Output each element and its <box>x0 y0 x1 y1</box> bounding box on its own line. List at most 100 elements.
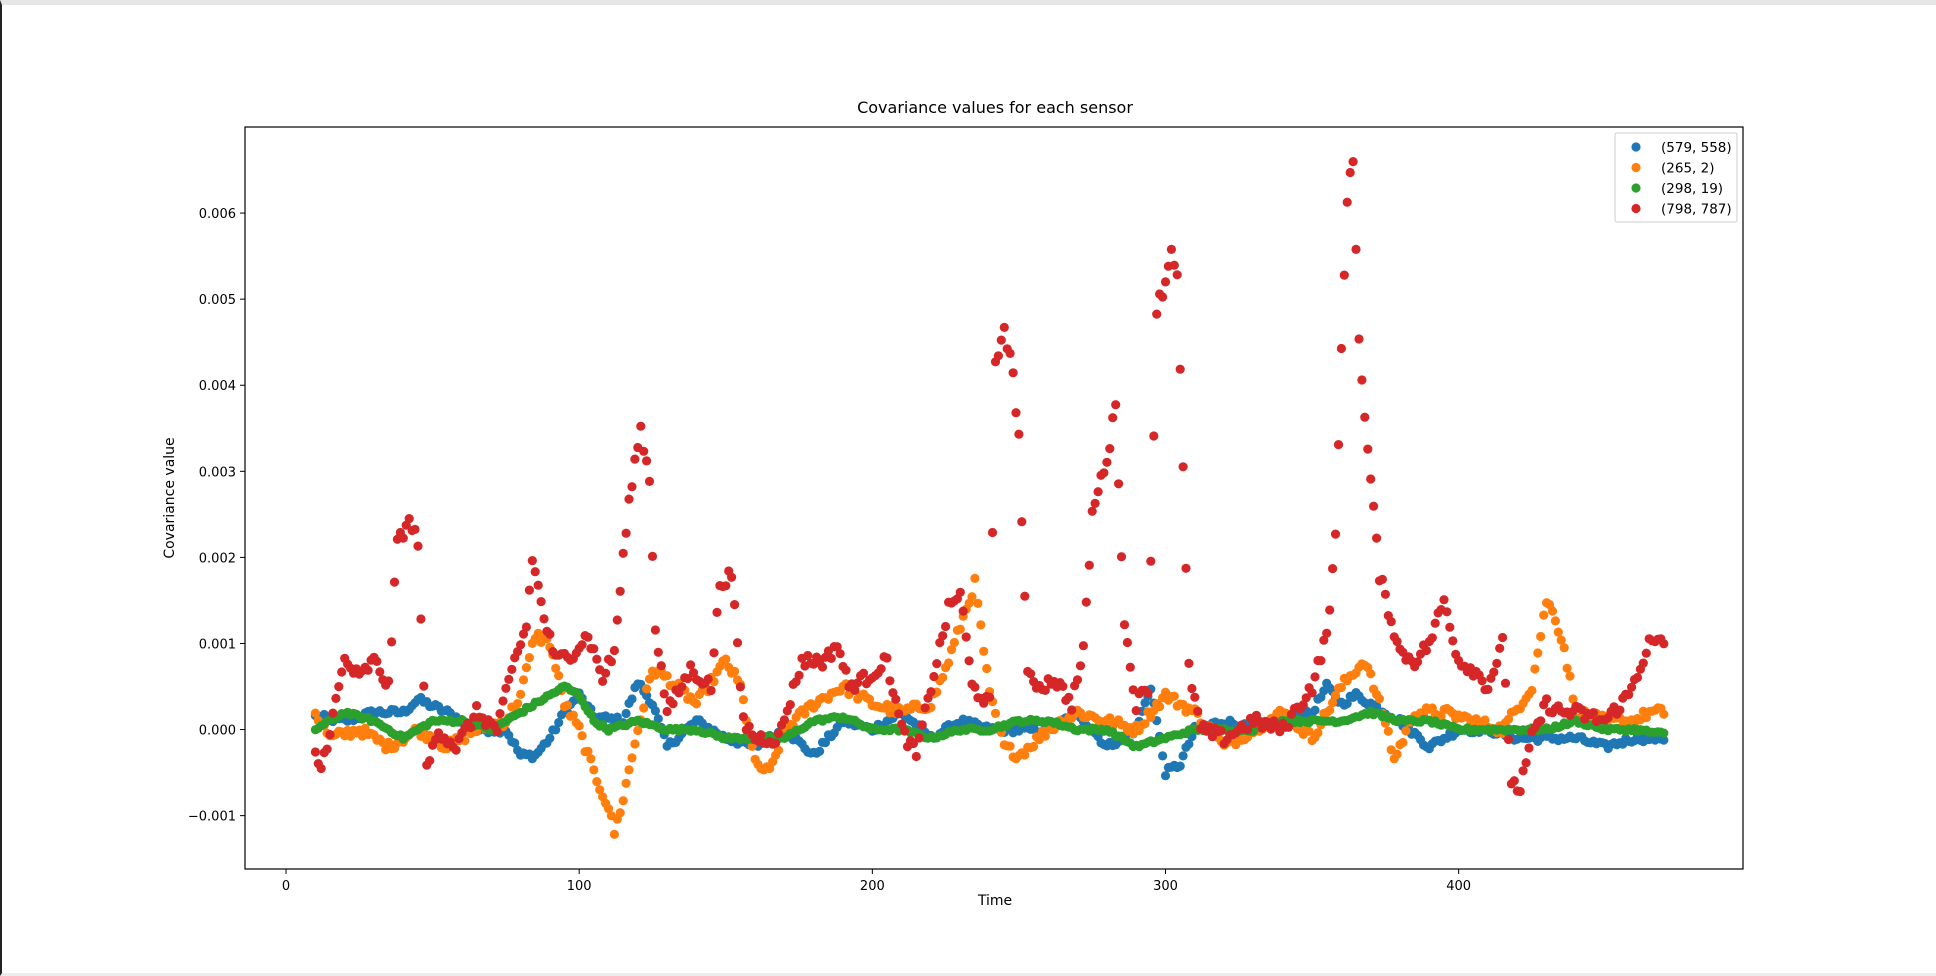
data-point <box>686 660 696 670</box>
x-tick-label: 300 <box>1153 879 1178 894</box>
data-point <box>504 674 514 685</box>
data-point <box>1348 157 1358 167</box>
data-point <box>1169 260 1179 270</box>
legend-label: (298, 19) <box>1661 181 1723 197</box>
data-point <box>410 524 420 535</box>
data-point <box>1284 722 1294 732</box>
data-point <box>1366 669 1376 679</box>
data-point <box>513 699 523 709</box>
data-point <box>389 577 400 587</box>
data-point <box>647 551 658 562</box>
data-point <box>1638 658 1648 668</box>
data-point <box>568 710 578 720</box>
data-point <box>413 541 423 551</box>
data-point <box>425 756 435 766</box>
data-point <box>1521 758 1531 768</box>
data-point <box>926 687 936 697</box>
data-point <box>1495 643 1505 653</box>
legend: (579, 558) (265, 2) (298, 19) (798, 787) <box>1614 132 1738 223</box>
data-point <box>1017 517 1027 527</box>
data-point <box>955 624 965 634</box>
data-point <box>416 614 426 624</box>
data-point <box>1333 440 1344 450</box>
legend-label: (579, 558) <box>1661 140 1732 156</box>
data-point <box>982 663 992 674</box>
axes-frame <box>244 126 1744 870</box>
data-point <box>1064 692 1074 702</box>
data-point <box>738 712 749 722</box>
data-point <box>533 580 543 590</box>
data-point <box>1559 643 1569 653</box>
data-point <box>1398 737 1408 748</box>
data-point <box>1116 552 1127 562</box>
data-point <box>551 725 561 735</box>
data-point <box>612 615 622 625</box>
data-point <box>601 668 611 678</box>
data-point <box>876 664 886 674</box>
data-point <box>1503 734 1514 745</box>
x-tick-label: 100 <box>567 879 592 894</box>
data-point <box>932 659 942 669</box>
data-point <box>545 733 555 743</box>
data-point <box>1374 694 1385 704</box>
data-point <box>627 753 637 763</box>
data-point <box>730 666 740 677</box>
data-point <box>1093 487 1103 497</box>
data-point <box>1298 700 1308 710</box>
data-point <box>996 335 1006 345</box>
data-point <box>524 585 535 595</box>
data-point <box>1342 197 1352 207</box>
data-point <box>589 644 599 654</box>
data-point <box>615 808 625 818</box>
data-point <box>735 682 746 692</box>
data-point <box>521 622 532 632</box>
series-points <box>310 573 1669 840</box>
data-point <box>1040 685 1050 696</box>
data-point <box>1243 725 1253 735</box>
data-point <box>545 629 555 639</box>
data-point <box>322 744 332 754</box>
data-point <box>603 804 614 814</box>
data-point <box>958 606 968 616</box>
legend-label: (265, 2) <box>1661 161 1714 177</box>
data-point <box>516 640 526 650</box>
x-tick-label: 200 <box>860 879 885 894</box>
data-point <box>730 600 740 610</box>
data-point <box>1339 270 1349 280</box>
data-point <box>662 706 672 717</box>
data-point <box>1122 637 1132 648</box>
data-point <box>1119 620 1130 630</box>
data-point <box>970 682 980 692</box>
data-point <box>554 717 564 728</box>
data-point <box>832 642 842 652</box>
data-point <box>779 715 790 725</box>
chart-title: Covariance values for each sensor <box>857 98 1133 117</box>
data-point <box>1413 657 1423 667</box>
data-point <box>1588 708 1599 718</box>
data-point <box>1539 610 1549 620</box>
y-tick-label: 0.005 <box>199 293 236 308</box>
data-point <box>1014 429 1024 439</box>
data-point <box>999 322 1009 332</box>
data-point <box>492 727 502 737</box>
data-point <box>1020 750 1030 760</box>
data-point <box>1319 635 1329 645</box>
data-point <box>1392 749 1402 759</box>
data-point <box>1369 501 1379 511</box>
data-point <box>1624 690 1634 700</box>
data-point <box>1075 661 1086 671</box>
data-point <box>820 738 831 748</box>
data-point <box>803 650 813 661</box>
data-point <box>944 658 954 668</box>
data-point <box>627 482 637 492</box>
data-point <box>993 351 1004 361</box>
data-point <box>1307 688 1317 698</box>
data-point <box>935 638 945 648</box>
data-point <box>595 785 605 795</box>
data-point <box>331 693 341 704</box>
x-axis-ticks: 0 100 200 300 400 <box>282 869 1471 894</box>
data-point <box>1345 167 1355 178</box>
data-point <box>1072 675 1083 685</box>
y-tick-label: 0.000 <box>199 724 236 739</box>
data-point <box>1310 705 1320 715</box>
